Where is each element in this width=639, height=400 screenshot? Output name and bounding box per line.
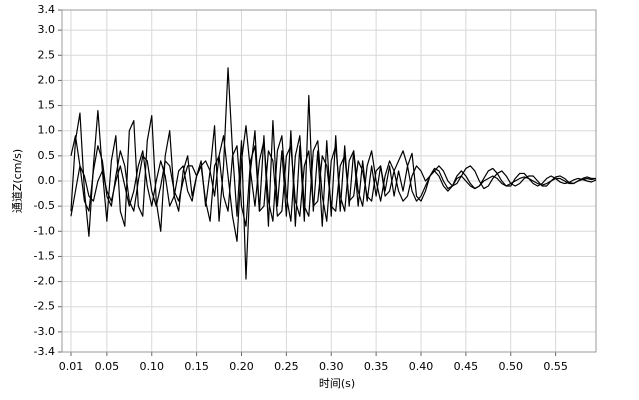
- x-tick-label: 0.10: [139, 360, 164, 373]
- y-tick-label: -3.0: [34, 325, 55, 338]
- x-tick-label: 0.25: [274, 360, 299, 373]
- x-axis-label: 时间(s): [319, 377, 355, 390]
- y-tick-label: 2.0: [38, 73, 56, 86]
- y-tick-label: -1.0: [34, 224, 55, 237]
- y-tick-label: 2.5: [38, 48, 56, 61]
- x-tick-label: 0.40: [409, 360, 434, 373]
- y-tick-label: -1.5: [34, 249, 55, 262]
- x-tick-label: 0.20: [229, 360, 254, 373]
- x-tick-label: 0.50: [498, 360, 523, 373]
- y-axis-label: 通道Z(cm/s): [10, 149, 24, 213]
- y-tick-label: -3.4: [34, 345, 55, 358]
- y-tick-label: 1.0: [38, 124, 56, 137]
- x-tick-label: 0.55: [543, 360, 568, 373]
- x-tick-label: 0.30: [319, 360, 344, 373]
- y-tick-label: 3.4: [38, 3, 56, 16]
- plot-frame: [61, 9, 597, 353]
- x-tick-label: 0.45: [454, 360, 479, 373]
- y-tick-label: -0.5: [34, 199, 55, 212]
- x-tick-label: 0.01: [59, 360, 84, 373]
- data-line: [70, 125, 597, 242]
- y-tick-label: 0.0: [38, 174, 56, 187]
- y-tick-label: -2.5: [34, 300, 55, 313]
- data-line: [70, 67, 597, 280]
- x-tick-label: 0.15: [184, 360, 209, 373]
- x-tick-label: 0.05: [95, 360, 120, 373]
- y-tick-label: -2.0: [34, 275, 55, 288]
- y-tick-label: 3.0: [38, 23, 56, 36]
- data-line: [70, 145, 596, 227]
- y-tick-label: 0.5: [38, 149, 56, 162]
- y-tick-label: 1.5: [38, 99, 56, 112]
- x-tick-label: 0.35: [364, 360, 389, 373]
